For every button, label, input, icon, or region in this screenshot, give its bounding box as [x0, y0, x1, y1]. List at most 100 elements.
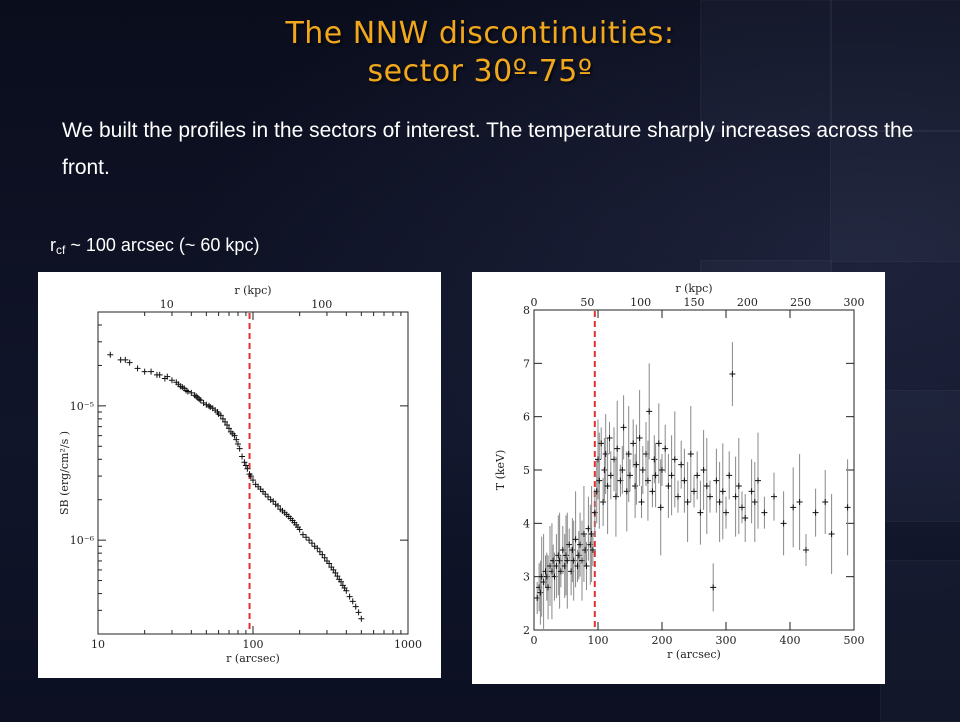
y-tick-label: 6: [523, 411, 530, 424]
data-point: [168, 377, 175, 384]
top-tick-label: 0: [531, 296, 538, 309]
y-tick-label: 10⁻⁵: [70, 400, 94, 413]
x-tick-label: 1000: [394, 638, 422, 651]
x-tick-label: 400: [780, 634, 801, 647]
data-point: [588, 531, 595, 537]
data-point: [739, 504, 745, 511]
sb-profile-panel: 10 100 1000 10⁻⁵ 10⁻⁶ 10 100 r (arcsec) r (kpc) S…: [38, 272, 441, 678]
data-point: [188, 389, 195, 396]
data-point: [681, 477, 688, 484]
data-point: [222, 418, 229, 425]
data-point: [548, 568, 555, 575]
data-point: [148, 368, 155, 375]
data-point: [265, 493, 272, 500]
data-point: [184, 388, 191, 395]
data-point: [334, 573, 341, 580]
top-tick-label: 50: [580, 296, 594, 309]
data-point: [632, 483, 639, 489]
data-point: [748, 488, 755, 495]
y-axis-label: T (keV): [494, 450, 507, 491]
data-point: [205, 402, 212, 409]
data-point: [780, 520, 787, 527]
data-point: [332, 569, 339, 576]
data-point: [710, 584, 717, 591]
data-point: [566, 541, 573, 548]
data-point: [595, 456, 601, 463]
data-point: [575, 552, 582, 559]
data-point: [716, 499, 723, 505]
data-point: [582, 547, 589, 553]
data-point: [638, 499, 645, 505]
data-point: [537, 589, 544, 596]
data-point: [790, 504, 797, 511]
data-point: [649, 488, 656, 495]
data-point: [156, 371, 163, 378]
data-point: [828, 531, 835, 537]
data-point: [196, 396, 203, 403]
data-point: [343, 587, 350, 594]
data-point: [303, 534, 310, 541]
data-point: [270, 498, 277, 505]
data-point: [751, 499, 758, 505]
data-point: [612, 493, 619, 500]
data-point: [244, 465, 251, 472]
x-tick-label: 10: [91, 638, 105, 651]
data-point: [224, 422, 231, 429]
data-point: [600, 499, 607, 505]
data-point: [572, 536, 579, 543]
data-point: [349, 598, 356, 605]
data-point: [657, 504, 664, 511]
data-point: [122, 356, 129, 363]
data-point: [703, 483, 710, 489]
data-point: [563, 552, 569, 559]
data-point: [697, 509, 704, 516]
data-point: [241, 459, 248, 466]
data-point: [164, 373, 171, 380]
y-tick-label: 3: [523, 571, 530, 584]
data-point: [247, 473, 254, 480]
data-point: [321, 554, 328, 561]
top-axis-label: r (kpc): [234, 284, 271, 297]
data-point: [678, 461, 685, 468]
data-point: [231, 432, 238, 439]
data-point: [694, 472, 701, 479]
data-point: [134, 365, 141, 372]
data-point: [217, 412, 224, 419]
data-point: [197, 397, 204, 404]
temperature-profile-panel: 0 100 200 300 400 500 2 3 4 5 6 7 8 0 50 100 150 200 250 30…: [472, 272, 885, 684]
data-point: [732, 493, 739, 500]
data-point: [607, 472, 614, 479]
data-point: [338, 578, 345, 585]
x-tick-label: 200: [652, 634, 673, 647]
data-point: [687, 451, 694, 457]
data-point: [306, 537, 313, 544]
slide-title-line1: The NNW discontinuities:: [285, 16, 675, 51]
data-point: [671, 456, 678, 463]
x-tick-label: 300: [716, 634, 737, 647]
top-tick-label: 150: [684, 296, 705, 309]
data-point: [580, 531, 587, 537]
data-point: [319, 551, 326, 558]
data-point: [755, 477, 761, 484]
data-point: [606, 435, 613, 441]
data-point: [314, 545, 321, 552]
plot-frame: [97, 311, 409, 635]
data-point: [803, 547, 809, 553]
rcf-prefix: r: [50, 235, 56, 255]
data-point: [352, 603, 359, 610]
data-point: [596, 477, 603, 484]
data-point: [555, 552, 562, 559]
data-point: [729, 371, 736, 377]
data-point: [655, 440, 662, 447]
data-point: [598, 440, 605, 447]
data-point: [761, 509, 768, 516]
data-point: [726, 472, 733, 479]
data-point: [719, 488, 726, 495]
data-point: [812, 509, 819, 516]
data-point: [193, 393, 200, 400]
data-point: [308, 540, 315, 547]
data-point: [627, 472, 633, 479]
data-point: [675, 493, 681, 500]
data-point: [536, 584, 543, 591]
